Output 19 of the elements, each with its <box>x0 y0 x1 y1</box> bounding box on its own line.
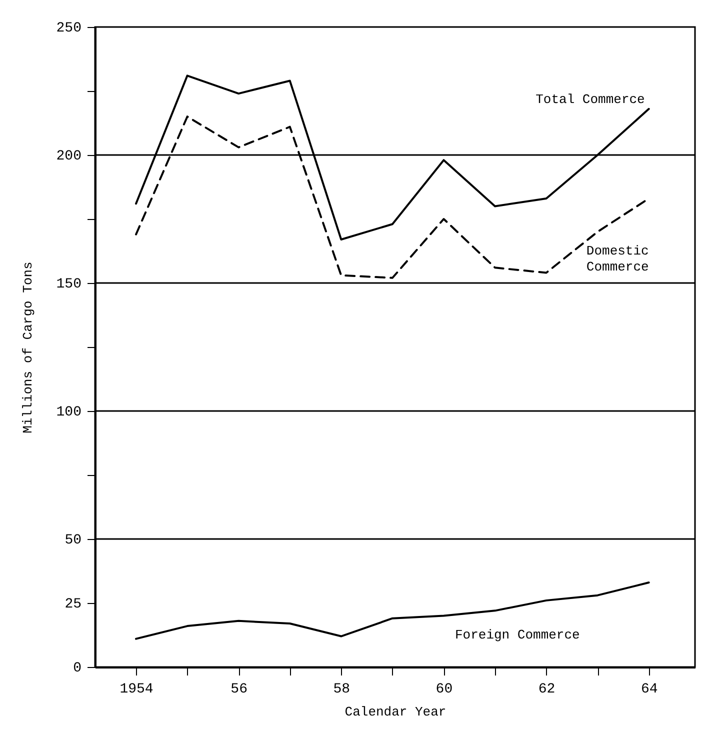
series-label: Foreign Commerce <box>455 628 580 643</box>
line-series <box>135 582 650 640</box>
x-tick-label: 58 <box>333 682 350 698</box>
series-label: Total Commerce <box>536 92 645 107</box>
y-tick-label: 25 <box>64 596 82 612</box>
x-tick-label: 60 <box>436 682 453 698</box>
x-tick-label: 62 <box>538 682 556 698</box>
x-tick-label: 1954 <box>120 682 154 698</box>
x-axis-title: Calendar Year <box>344 704 446 720</box>
y-tick-label: 150 <box>56 276 82 292</box>
y-tick-label: 50 <box>64 532 82 548</box>
y-tick-label: 0 <box>73 660 82 676</box>
x-tick-label: 56 <box>230 682 248 698</box>
x-tick-label: 64 <box>640 682 658 698</box>
y-tick-label: 100 <box>56 404 82 420</box>
series-label: Domestic Commerce <box>586 244 649 275</box>
y-tick-label: 200 <box>56 148 82 164</box>
y-axis-title: Millions of Cargo Tons <box>20 262 36 434</box>
y-tick-label: 250 <box>56 20 82 36</box>
